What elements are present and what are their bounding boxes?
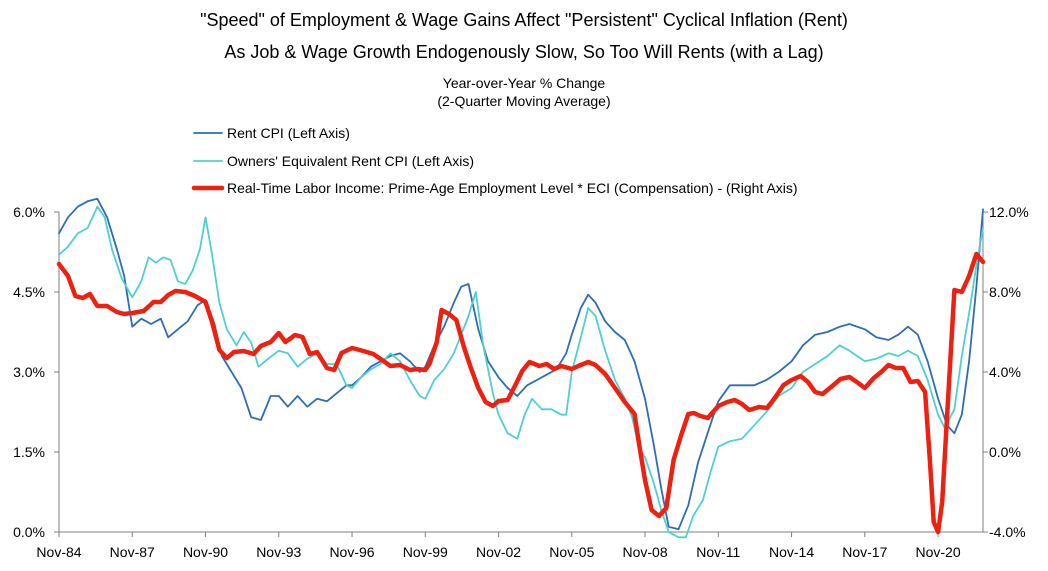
x-tick-label: Nov-11	[696, 544, 740, 560]
axes: 0.0% 1.5% 3.0% 4.5% 6.0% -4.0% 0.0% 4.0% 8.0% 12.…	[13, 204, 1029, 560]
right-y-tick-label: 12.0%	[989, 204, 1029, 220]
series-line-1	[58, 197, 984, 531]
x-tick-label: Nov-96	[329, 544, 374, 560]
left-y-tick-label: 6.0%	[13, 204, 45, 220]
x-tick-label: Nov-08	[622, 544, 667, 560]
chart-note-1: Year-over-Year % Change	[442, 75, 606, 91]
x-tick-label: Nov-87	[110, 544, 155, 560]
legend-label-3: Real-Time Labor Income: Prime-Age Employ…	[227, 180, 798, 196]
right-y-tick-label: -4.0%	[989, 524, 1026, 540]
right-y-tick-label: 8.0%	[989, 284, 1021, 300]
legend: Rent CPI (Left Axis) Owners' Equivalent R…	[191, 125, 798, 196]
left-y-tick-label: 0.0%	[13, 524, 45, 540]
x-tick-label: Nov-84	[36, 544, 81, 560]
legend-label-1: Rent CPI (Left Axis)	[227, 125, 350, 141]
legend-label-2: Owners' Equivalent Rent CPI (Left Axis)	[227, 153, 474, 169]
left-y-tick-label: 1.5%	[13, 444, 45, 460]
x-tick-label: Nov-93	[256, 544, 301, 560]
series-line-3	[56, 251, 986, 535]
series-line-2	[58, 205, 984, 539]
x-tick-label: Nov-05	[549, 544, 594, 560]
chart-note-2: (2-Quarter Moving Average)	[437, 93, 611, 109]
left-y-tick-label: 3.0%	[13, 364, 45, 380]
right-y-tick-label: 4.0%	[989, 364, 1021, 380]
plot-area	[56, 197, 986, 539]
chart-title: "Speed" of Employment & Wage Gains Affec…	[200, 10, 848, 30]
x-tick-label: Nov-17	[842, 544, 887, 560]
x-tick-label: Nov-90	[183, 544, 228, 560]
x-tick-label: Nov-14	[769, 544, 814, 560]
x-tick-label: Nov-02	[476, 544, 521, 560]
left-y-tick-label: 4.5%	[13, 284, 45, 300]
right-y-tick-label: 0.0%	[989, 444, 1021, 460]
x-tick-label: Nov-20	[915, 544, 960, 560]
x-tick-label: Nov-99	[403, 544, 448, 560]
chart-subtitle: As Job & Wage Growth Endogenously Slow, …	[224, 42, 824, 62]
